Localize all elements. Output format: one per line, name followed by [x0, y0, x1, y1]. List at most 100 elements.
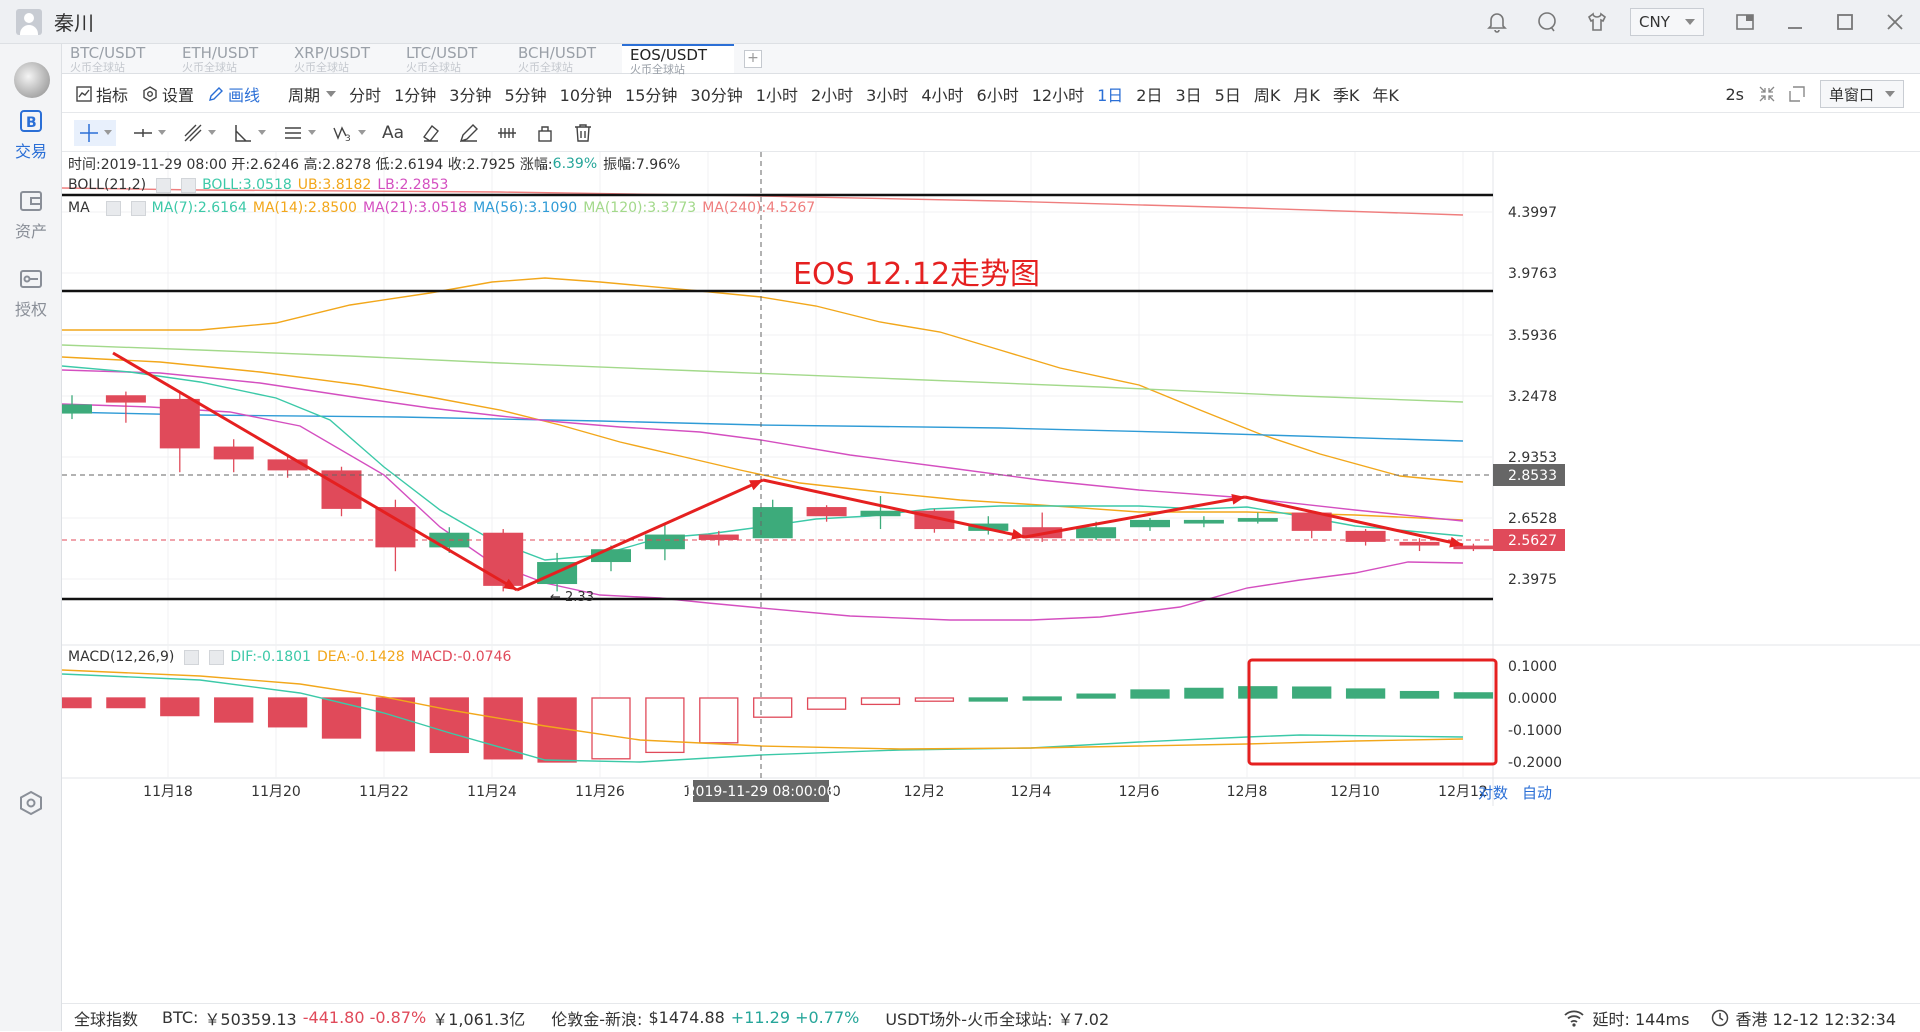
refresh-rate[interactable]: 2s: [1725, 84, 1744, 104]
delete-tool[interactable]: [572, 122, 594, 144]
period-dropdown[interactable]: 周期: [288, 82, 337, 106]
interval-2d[interactable]: 2日: [1136, 85, 1163, 105]
tab-source: 火币全球站: [518, 61, 573, 74]
macd-settings-icon[interactable]: [184, 649, 200, 665]
tab-ltc-usdt[interactable]: LTC/USDT 火币全球站: [398, 44, 510, 74]
tab-eth-usdt[interactable]: ETH/USDT 火币全球站: [174, 44, 286, 74]
interval-year[interactable]: 年K: [1372, 85, 1399, 105]
draw-line-button[interactable]: 画线: [208, 82, 260, 106]
dif-line: [61, 673, 1464, 763]
tab-bch-usdt[interactable]: BCH/USDT 火币全球站: [510, 44, 622, 74]
settings-label: 设置: [162, 85, 195, 105]
interval-3d[interactable]: 3日: [1175, 85, 1202, 105]
measure-tool[interactable]: [496, 122, 518, 144]
tab-xrp-usdt[interactable]: XRP/USDT 火币全球站: [286, 44, 398, 74]
hline-tool[interactable]: [132, 122, 166, 144]
tab-btc-usdt[interactable]: BTC/USDT 火币全球站: [62, 44, 174, 74]
axes: 4.3997 3.9763 3.5936 3.2478 2.9353 2.6528 2.39…: [143, 205, 1565, 802]
settings-hex-button[interactable]: [0, 790, 62, 820]
interval-quarter[interactable]: 季K: [1332, 85, 1360, 105]
status-bar: 全球指数 BTC: ￥50359.13 -441.80 -0.87% ￥1,06…: [62, 1003, 1920, 1031]
indicator-lines: [61, 187, 1464, 621]
interval-10m[interactable]: 10分钟: [559, 85, 613, 105]
minimize-icon[interactable]: [1782, 9, 1808, 35]
auto-scale-button[interactable]: 自动: [1522, 784, 1552, 802]
text-tool[interactable]: Aa: [382, 123, 404, 143]
interval-month[interactable]: 月K: [1293, 85, 1320, 105]
interval-5m[interactable]: 5分钟: [504, 85, 547, 105]
interval-5d[interactable]: 5日: [1214, 85, 1241, 105]
tab-source: 火币全球站: [70, 61, 125, 74]
candlestick-chart[interactable]: EOS 12.12走势图 ← 2.33 4.3997 3.9763 3.5936 3.…: [52, 152, 1920, 972]
boll-name[interactable]: BOLL(21,2): [68, 177, 147, 193]
sidebar-item-trade[interactable]: B 交易: [0, 108, 62, 162]
settings-button[interactable]: 设置: [142, 82, 194, 106]
shirt-icon[interactable]: [1584, 9, 1610, 35]
angle-tool[interactable]: [232, 122, 266, 144]
restore-layout-icon[interactable]: [1732, 9, 1758, 35]
indicator-button[interactable]: 指标: [76, 82, 128, 106]
interval-1h[interactable]: 1小时: [755, 85, 798, 105]
macd-bar: [267, 697, 308, 728]
interval-2h[interactable]: 2小时: [810, 85, 854, 105]
candle-up: [752, 507, 793, 539]
sidebar-item-auth[interactable]: 授权: [0, 266, 62, 320]
channel-tool[interactable]: [282, 122, 316, 144]
interval-6h[interactable]: 6小时: [976, 85, 1019, 105]
ma-close-icon[interactable]: [130, 200, 146, 216]
currency-select[interactable]: CNY: [1630, 8, 1704, 36]
sidebar-item-assets[interactable]: 资产: [0, 188, 62, 242]
crosshair-tool[interactable]: [74, 119, 116, 146]
interval-15m[interactable]: 15分钟: [625, 85, 678, 105]
chat-icon[interactable]: [1534, 9, 1560, 35]
close-icon[interactable]: [1882, 9, 1908, 35]
macd-bar: [1453, 692, 1494, 699]
bell-icon[interactable]: [1484, 9, 1510, 35]
tab-eos-usdt[interactable]: EOS/USDT 火币全球站: [622, 44, 734, 75]
candle-up: [968, 523, 1009, 531]
btc-price: ￥50359.13: [204, 1009, 297, 1029]
add-tab-button[interactable]: +: [744, 50, 762, 68]
interval-1d[interactable]: 1日: [1097, 85, 1124, 105]
highlight-box[interactable]: [1247, 658, 1498, 766]
collapse-icon[interactable]: [1758, 85, 1776, 103]
interval-1m[interactable]: 1分钟: [394, 85, 437, 105]
annotation-title[interactable]: EOS 12.12走势图: [793, 257, 1040, 292]
wave-tool[interactable]: 3: [332, 122, 366, 144]
boll-close-icon[interactable]: [181, 177, 197, 193]
btc-change: -441.80 -0.87%: [302, 1008, 427, 1027]
macd-close-icon[interactable]: [209, 649, 225, 665]
ma-name[interactable]: MA: [68, 200, 90, 216]
interval-fenshi[interactable]: 分时: [349, 85, 382, 105]
x-tick-label: 11月24: [467, 784, 517, 800]
trend-arrows[interactable]: [112, 351, 1464, 592]
x-tick-label: 11月22: [359, 784, 409, 800]
ma-settings-icon[interactable]: [105, 200, 121, 216]
crosshair-time-tag: [693, 780, 829, 802]
interval-3h[interactable]: 3小时: [866, 85, 909, 105]
trendline-tool[interactable]: [182, 122, 216, 144]
user-avatar[interactable]: [16, 8, 42, 35]
interval-4h[interactable]: 4小时: [921, 85, 964, 105]
draw-line-label: 画线: [228, 85, 261, 105]
boll-settings-icon[interactable]: [156, 177, 172, 193]
interval-30m[interactable]: 30分钟: [690, 85, 743, 105]
lock-tool[interactable]: [534, 122, 556, 144]
log-scale-button[interactable]: 对数: [1478, 784, 1508, 802]
macd-name[interactable]: MACD(12,26,9): [68, 649, 175, 665]
interval-3m[interactable]: 3分钟: [449, 85, 492, 105]
macd-bar: [483, 697, 523, 760]
boll-mid: BOLL:3.0518: [202, 177, 292, 193]
maximize-icon[interactable]: [1832, 9, 1858, 35]
interval-12h[interactable]: 12小时: [1031, 85, 1085, 105]
interval-week[interactable]: 周K: [1253, 85, 1281, 105]
global-index-label[interactable]: 全球指数: [74, 1009, 139, 1029]
window-mode-select[interactable]: 单窗口: [1820, 80, 1904, 108]
trend-arrow-line: [516, 478, 764, 592]
pen-tool[interactable]: [458, 122, 480, 144]
screenshot-icon[interactable]: [1788, 85, 1806, 103]
grid: [62, 152, 1493, 778]
chart-area[interactable]: EOS 12.12走势图 ← 2.33 4.3997 3.9763 3.5936 3.…: [52, 152, 1920, 972]
indicator-label: 指标: [96, 85, 129, 105]
eraser-tool[interactable]: [420, 122, 442, 144]
